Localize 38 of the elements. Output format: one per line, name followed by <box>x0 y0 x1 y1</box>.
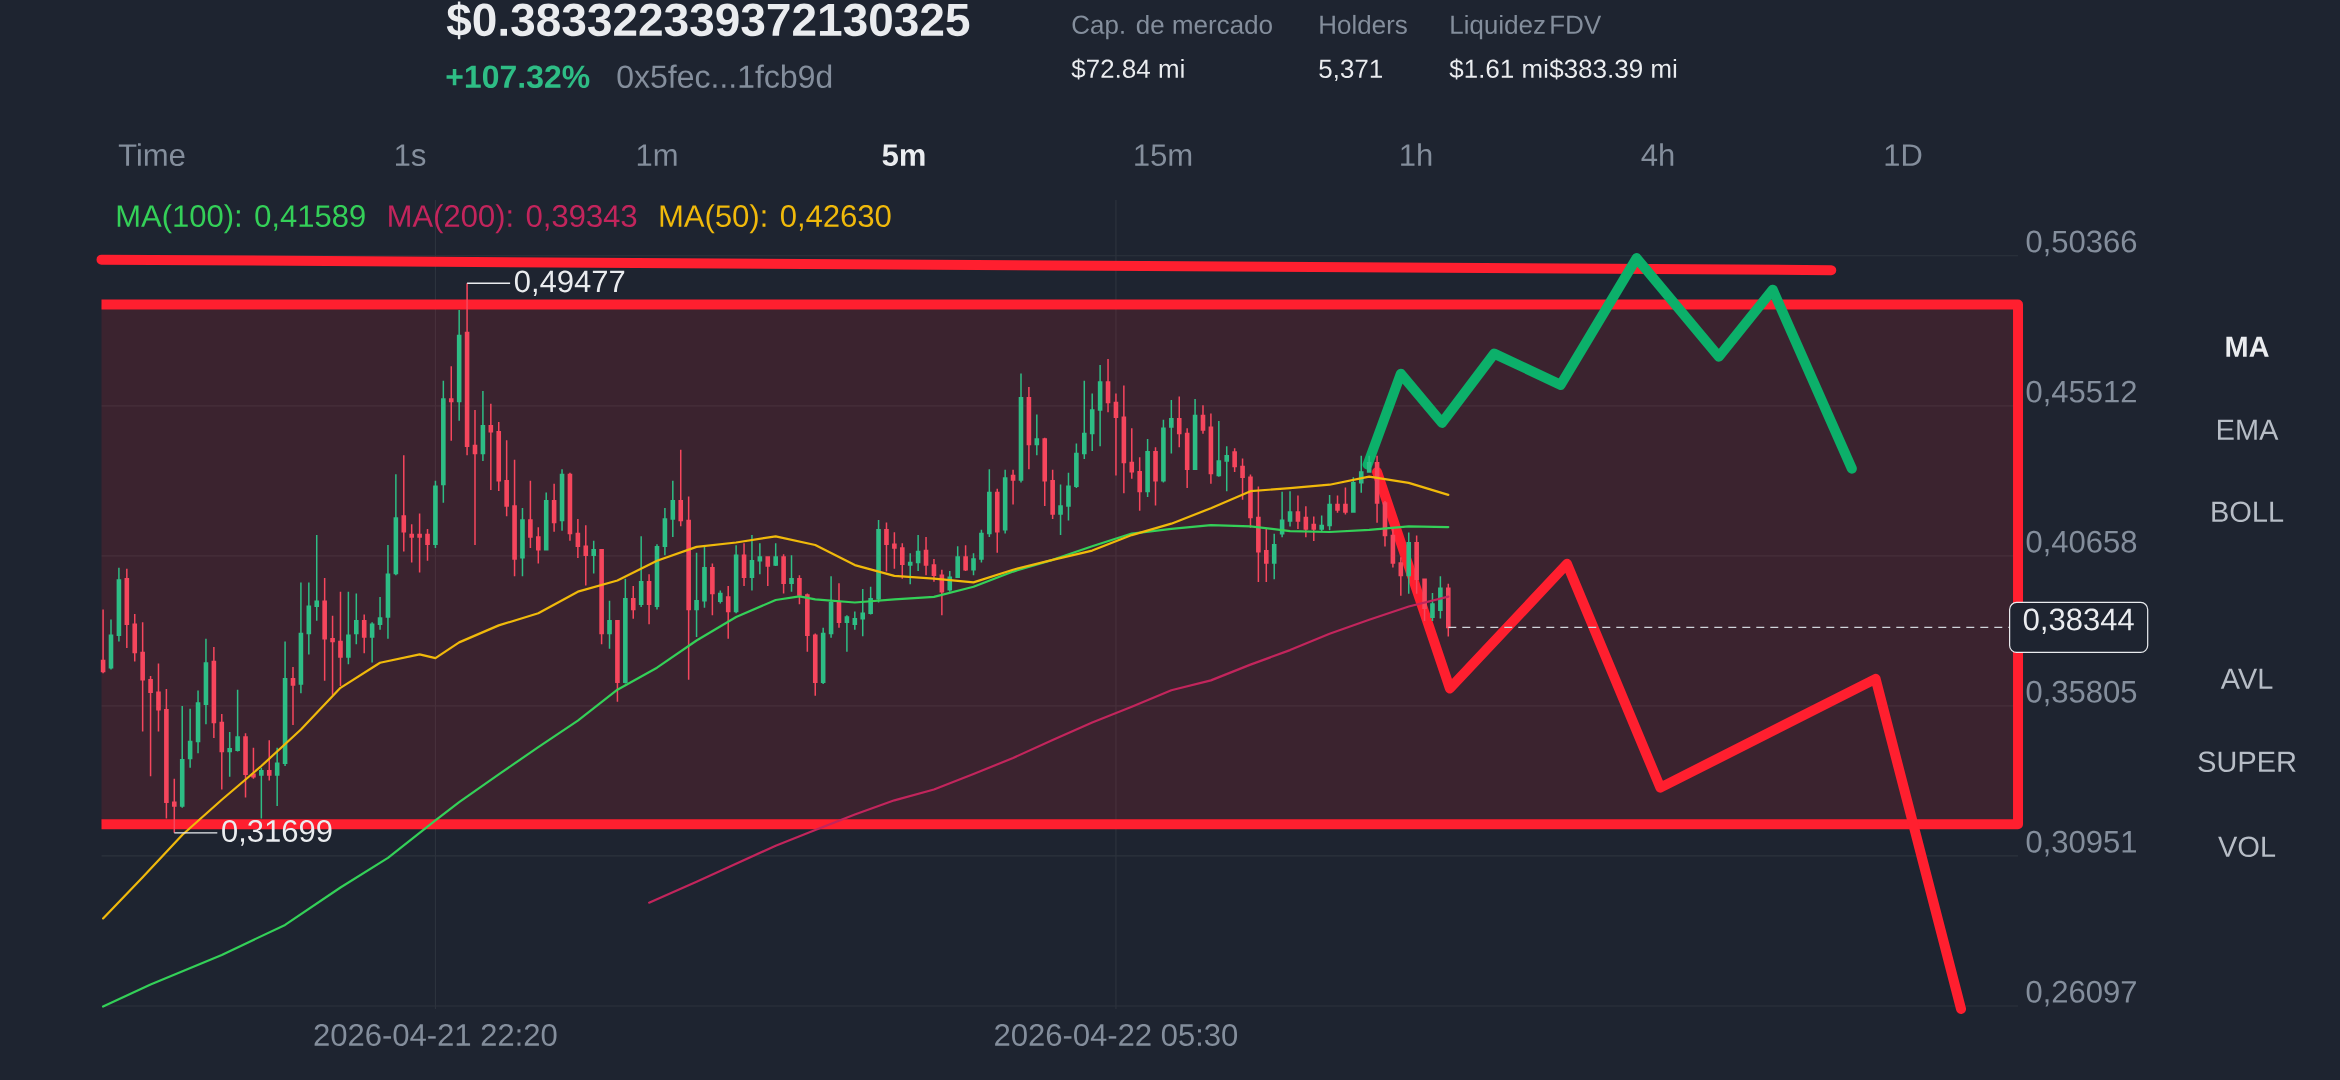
text: MA(50): 0,42630 <box>660 204 891 234</box>
text: BOLL <box>2212 501 2284 523</box>
text: EMA <box>2217 419 2279 440</box>
text: Liquidez <box>1451 14 1545 40</box>
y-tick-label: 0,35805 <box>2026 680 2137 707</box>
text: 1D <box>1885 144 1922 166</box>
y-tick-label: 0,45512 <box>2026 380 2136 407</box>
text: $383.39 mi <box>1549 58 1677 80</box>
y-tick-label: 0,50366 <box>2026 230 2137 257</box>
y-tick-label: 0,40658 <box>2026 530 2137 557</box>
text: 4h <box>1641 143 1674 166</box>
text: 1s <box>396 144 426 167</box>
text: 5,371 <box>1319 59 1382 82</box>
text: Cap. de mercado <box>1072 14 1272 40</box>
text: 0x5fec...1fcb9d <box>617 64 832 89</box>
text: 1h <box>1401 143 1432 166</box>
text: VOL <box>2218 836 2276 858</box>
text: SUPER <box>2198 751 2296 773</box>
text: FDV <box>1551 15 1602 34</box>
text: AVL <box>2220 668 2273 689</box>
text: $1.61 mi <box>1449 58 1548 80</box>
text: MA(100): 0,41589 <box>117 204 365 234</box>
y-tick-label: 0,26097 <box>2026 980 2136 1007</box>
text: 1m <box>637 144 677 166</box>
y-tick-label: 0,30951 <box>2026 830 2136 857</box>
x-tick-label: 2026-04-22 05:30 <box>995 1024 1238 1046</box>
text: MA <box>2226 336 2269 357</box>
text: Time <box>118 143 185 167</box>
text: $0.383322339372130325 <box>446 1 970 40</box>
text: $72.84 mi <box>1071 58 1184 80</box>
annotation: 0,49477 <box>514 270 625 297</box>
ref-line-label: 0,38344 <box>2023 608 2134 635</box>
x-tick-label: 2026-04-21 22:20 <box>314 1024 557 1046</box>
text: Holders <box>1320 14 1407 34</box>
text: 5m <box>882 144 925 167</box>
text: 15m <box>1135 144 1192 167</box>
text: MA(200): 0,39343 <box>389 204 637 234</box>
text: +107.32% <box>446 65 590 89</box>
